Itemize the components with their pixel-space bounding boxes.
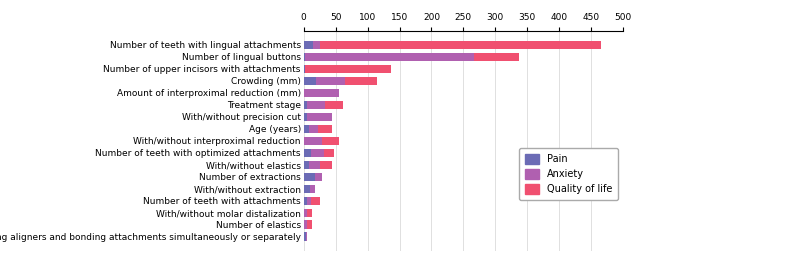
Bar <box>311 197 320 205</box>
Bar <box>304 185 310 193</box>
Bar <box>321 137 340 145</box>
Bar <box>304 113 307 121</box>
Bar <box>310 185 315 193</box>
Bar <box>475 53 519 61</box>
Bar <box>304 209 307 217</box>
Bar <box>308 125 318 133</box>
Bar <box>304 137 321 145</box>
Bar <box>305 232 307 241</box>
Bar <box>304 197 307 205</box>
Bar <box>304 232 305 241</box>
Bar <box>307 209 312 217</box>
Bar <box>324 101 343 109</box>
Bar <box>304 101 307 109</box>
Bar <box>304 89 339 97</box>
Bar <box>304 53 305 61</box>
Bar <box>320 41 601 49</box>
Bar <box>304 173 315 181</box>
Bar <box>305 65 392 73</box>
Bar <box>315 173 321 181</box>
Bar <box>324 148 334 157</box>
Bar <box>304 77 316 85</box>
Bar <box>318 125 332 133</box>
Bar <box>316 77 345 85</box>
Bar <box>308 161 320 169</box>
Bar <box>345 77 377 85</box>
Bar <box>307 101 324 109</box>
Legend: Pain, Anxiety, Quality of life: Pain, Anxiety, Quality of life <box>519 148 618 200</box>
Bar <box>313 41 320 49</box>
Bar <box>305 53 475 61</box>
Bar <box>320 161 332 169</box>
Bar <box>304 161 308 169</box>
Bar <box>312 148 324 157</box>
Bar <box>307 197 311 205</box>
Bar <box>304 41 313 49</box>
Bar <box>304 220 308 229</box>
Bar <box>308 220 312 229</box>
Bar <box>304 148 312 157</box>
Bar <box>304 65 305 73</box>
Bar <box>304 125 308 133</box>
Bar <box>307 113 332 121</box>
